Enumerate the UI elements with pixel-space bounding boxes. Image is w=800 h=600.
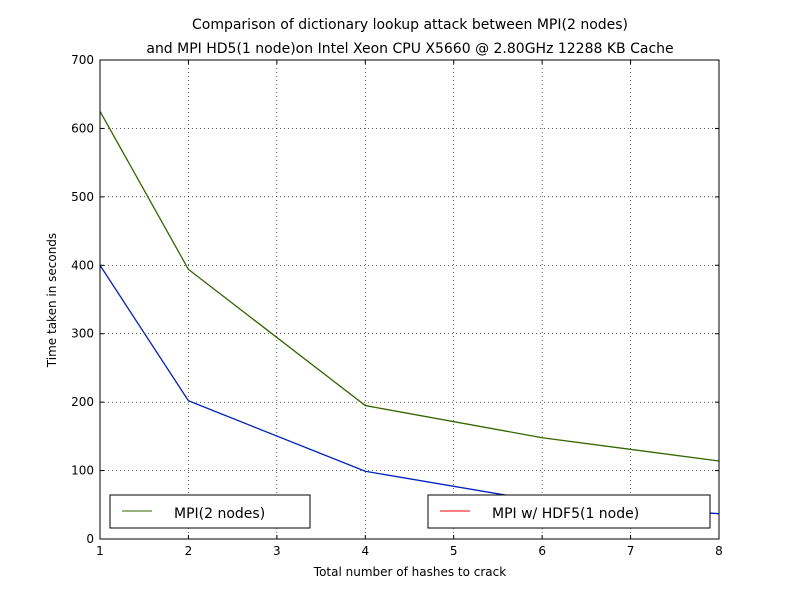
grid — [100, 60, 719, 539]
x-tick-label: 6 — [538, 544, 546, 558]
legend-left-label: MPI(2 nodes) — [174, 506, 265, 522]
x-tick-label: 8 — [715, 544, 723, 558]
chart-title-line-1: Comparison of dictionary lookup attack b… — [192, 17, 628, 33]
legend-right-label: MPI w/ HDF5(1 node) — [492, 506, 639, 522]
x-tick-label: 1 — [96, 544, 104, 558]
y-tick-label: 300 — [71, 327, 94, 341]
y-tick-label: 700 — [71, 53, 94, 67]
axis-ticks: 1 2 3 4 5 6 7 8 0 100 200 300 400 500 600 700 — [71, 53, 723, 558]
series-lines — [99, 111, 720, 515]
legend-right-box — [427, 494, 711, 529]
chart-title-line-2: and MPI HD5(1 node)on Intel Xeon CPU X56… — [146, 41, 673, 57]
legend-right: MPI w/ HDF5(1 node) — [427, 494, 711, 529]
y-tick-label: 200 — [71, 395, 94, 409]
series-line-2 — [99, 264, 720, 515]
x-tick-label: 4 — [361, 544, 369, 558]
legend-left: MPI(2 nodes) — [109, 494, 311, 529]
x-tick-label: 2 — [185, 544, 193, 558]
x-tick-label: 5 — [450, 544, 458, 558]
plot-frame — [99, 59, 720, 540]
y-tick-label: 500 — [71, 190, 94, 204]
x-axis-label: Total number of hashes to crack — [313, 565, 506, 579]
y-tick-label: 600 — [71, 121, 94, 135]
x-tick-label: 3 — [273, 544, 281, 558]
y-axis-label: Time taken in seconds — [45, 233, 59, 368]
y-tick-label: 0 — [86, 532, 94, 546]
x-tick-label: 7 — [627, 544, 635, 558]
y-tick-label: 400 — [71, 258, 94, 272]
series-line-1 — [99, 111, 720, 462]
y-tick-label: 100 — [71, 464, 94, 478]
